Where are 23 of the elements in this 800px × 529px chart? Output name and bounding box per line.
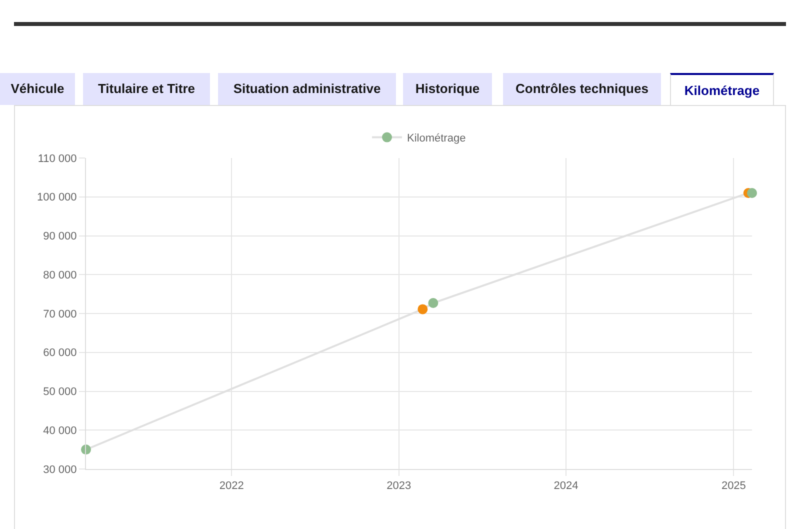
- text: Kilométrage: [670, 73, 774, 105]
- legend-label: Kilométrage: [407, 132, 466, 145]
- x-tick-label: 2024: [554, 480, 578, 492]
- point: [747, 188, 757, 198]
- y-tick-label: 110 000: [38, 152, 77, 165]
- y-tick-label: 80 000: [43, 269, 77, 282]
- point: [428, 298, 438, 308]
- y-tick-label: 30 000: [43, 464, 77, 476]
- x-tick-label: 2022: [219, 480, 244, 492]
- text: Situation administrative: [218, 73, 396, 105]
- point: [418, 304, 428, 314]
- y-tick-label: 100 000: [37, 192, 77, 204]
- y-tick-label: 50 000: [43, 386, 77, 398]
- y-tick-label: 60 000: [43, 347, 77, 360]
- text: Contrôles techniques: [503, 73, 661, 105]
- y-tick-label: 40 000: [43, 424, 77, 437]
- x-tick-label: 2023: [386, 480, 412, 492]
- text: Titulaire et Titre: [83, 73, 210, 105]
- text: Historique: [403, 73, 492, 105]
- y-tick-label: 70 000: [43, 308, 77, 320]
- x-tick-label: 2025: [721, 480, 746, 492]
- y-tick-label: 90 000: [43, 230, 77, 243]
- text: Véhicule: [0, 73, 75, 105]
